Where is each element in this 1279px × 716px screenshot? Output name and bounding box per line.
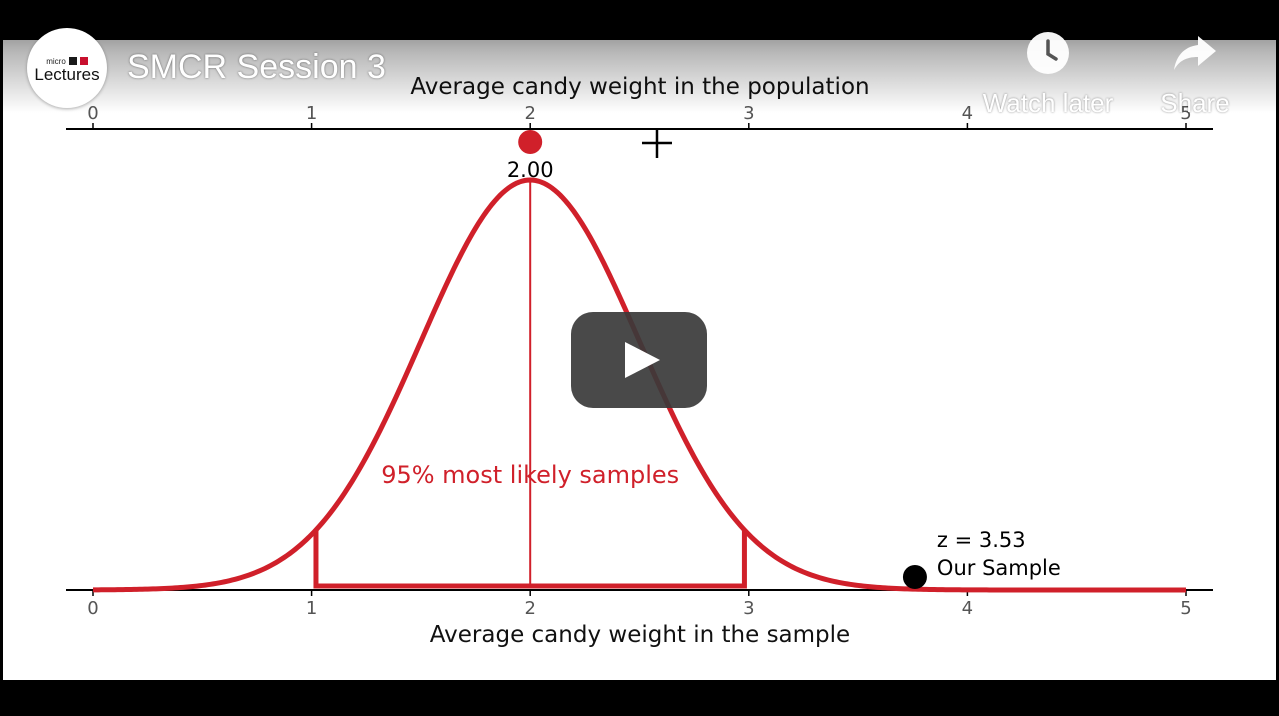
watch-later-label: Watch later [982, 88, 1114, 118]
top-tick-label: 3 [743, 103, 754, 124]
population-mean-label: 2.00 [507, 158, 554, 182]
share-arrow-icon [1174, 36, 1216, 70]
bottom-axis-label: Average candy weight in the sample [430, 622, 850, 648]
logo-micro-text: micro [46, 56, 66, 66]
sample-marker [902, 565, 927, 589]
bottom-tick-label: 0 [87, 598, 98, 619]
bottom-tick-label: 4 [962, 598, 973, 619]
top-tick-label: 0 [87, 103, 98, 124]
interval-bracket [313, 529, 747, 589]
top-tick-label: 1 [306, 103, 317, 124]
crosshair-icon [641, 128, 672, 158]
logo-top-row: micro [46, 57, 88, 66]
clock-icon [1027, 32, 1069, 74]
logo-block-dark [68, 57, 77, 65]
bottom-tick-label: 1 [306, 598, 317, 619]
video-title[interactable]: SMCR Session 3 [127, 48, 386, 86]
watch-later-button[interactable]: Watch later [983, 30, 1113, 119]
share-label: Share [1160, 88, 1230, 118]
sample-z-label: z = 3.53 [937, 528, 1026, 552]
play-icon [625, 342, 660, 378]
top-tick-label: 5 [1180, 103, 1191, 124]
sample-label: Our Sample [937, 556, 1061, 580]
top-tick-label: 4 [962, 103, 973, 124]
bottom-tick-label: 3 [743, 598, 754, 619]
bottom-tick-label: 2 [524, 598, 535, 619]
bottom-tick-label: 5 [1180, 598, 1191, 619]
top-axis-label: Average candy weight in the population [410, 74, 869, 100]
logo-lectures-text: Lectures [34, 64, 100, 84]
share-button[interactable]: Share [1135, 30, 1255, 119]
population-mean-marker [518, 130, 543, 154]
channel-logo[interactable]: micro Lectures [27, 28, 107, 108]
top-tick-label: 2 [524, 103, 535, 124]
play-button[interactable] [571, 312, 707, 408]
logo-block-red [79, 57, 88, 65]
interval-label: 95% most likely samples [381, 461, 679, 489]
